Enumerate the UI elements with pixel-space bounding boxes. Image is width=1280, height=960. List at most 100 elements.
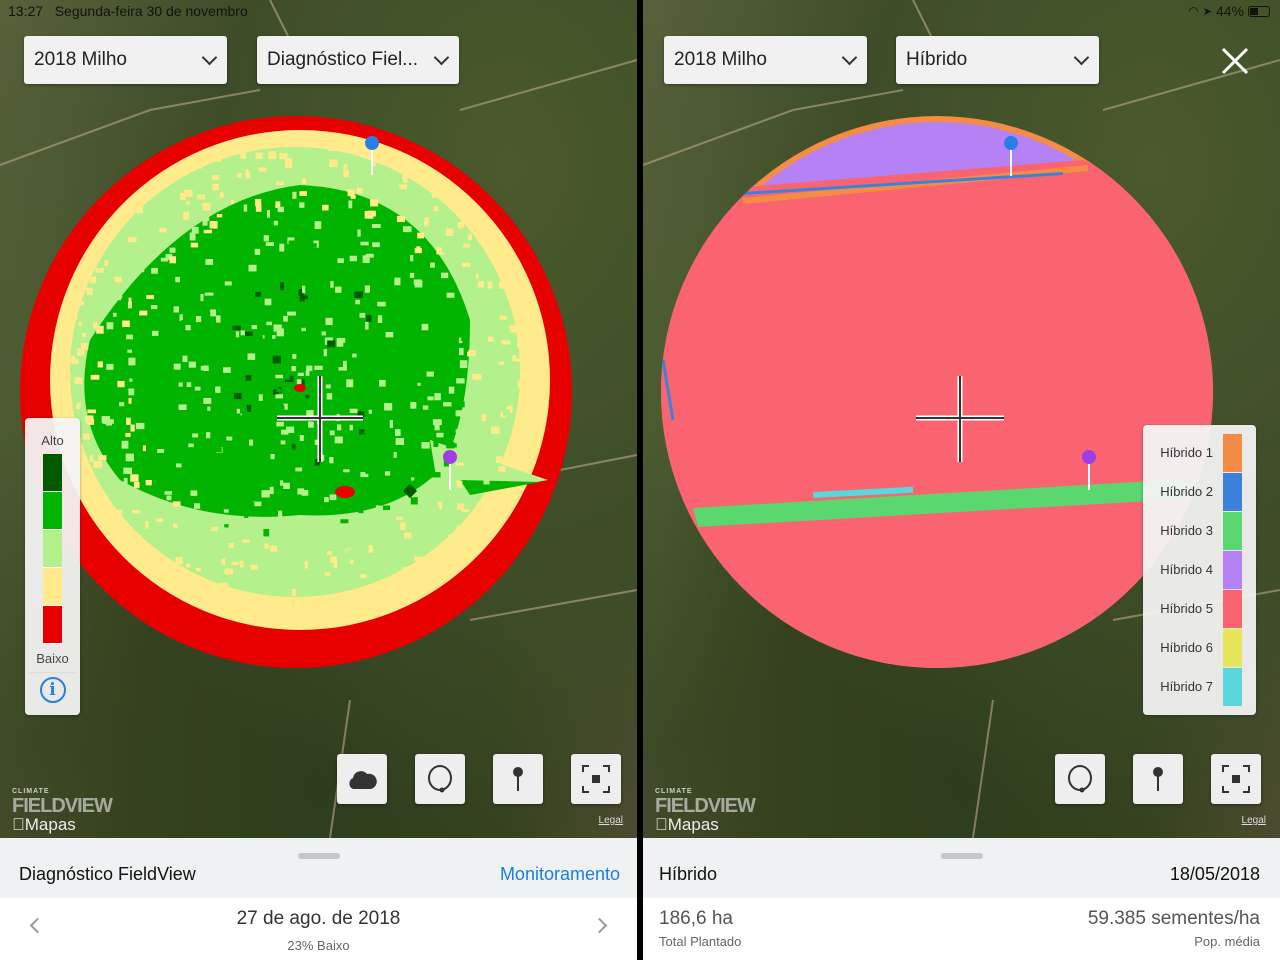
heatmap-cell: [299, 191, 307, 197]
heatmap-cell: [133, 481, 140, 489]
heatmap-cell: [131, 509, 141, 514]
heatmap-cell: [117, 380, 125, 388]
heatmap-cell: [275, 201, 281, 209]
imagery-date: 27 de ago. de 2018: [236, 908, 401, 929]
heatmap-cell: [406, 411, 412, 419]
heatmap-cell: [432, 306, 437, 312]
heatmap-cell: [308, 247, 318, 252]
heatmap-cell: [180, 434, 186, 442]
drop-pin-button[interactable]: [1133, 754, 1183, 804]
heatmap-cell: [335, 581, 341, 587]
satellite-map[interactable]: [0, 0, 637, 838]
heatmap-cell: [215, 386, 221, 393]
heatmap-cell: [467, 349, 476, 357]
heatmap-cell: [422, 269, 427, 276]
heatmap-cell: [191, 463, 197, 472]
heatmap-cell: [475, 274, 479, 279]
season-dropdown[interactable]: 2018 Milho: [24, 36, 227, 84]
heatmap-cell: [109, 419, 114, 424]
heatmap-cell: [389, 393, 396, 398]
heatmap-cell: [357, 229, 361, 237]
heatmap-cell: [232, 516, 241, 525]
heatmap-cell: [275, 374, 284, 379]
legend-swatch: [1223, 472, 1242, 511]
heatmap-cell: [360, 241, 369, 246]
heatmap-cell: [240, 152, 247, 159]
map-pin-purple[interactable]: [443, 450, 457, 490]
legend-label: Híbrido 7: [1160, 679, 1213, 694]
legal-link[interactable]: Legal: [598, 815, 623, 826]
battery-icon: [1248, 5, 1270, 17]
sheet-title: Diagnóstico FieldView: [19, 864, 196, 884]
heatmap-cell: [379, 379, 386, 387]
zone-hibrido-3: [693, 478, 1203, 527]
sheet-grabber[interactable]: [940, 853, 983, 859]
heatmap-cell: [182, 444, 186, 448]
heatmap-cell: [211, 526, 218, 532]
heatmap-cell: [198, 417, 206, 421]
satellite-map[interactable]: [643, 0, 1280, 838]
info-icon[interactable]: i: [39, 677, 66, 703]
heatmap-cell: [385, 285, 393, 292]
layer-dropdown[interactable]: Híbrido: [896, 36, 1099, 84]
heatmap-cell: [419, 489, 427, 494]
heatmap-cell: [395, 438, 405, 445]
heatmap-cell: [188, 581, 194, 587]
heatmap-cell: [86, 287, 93, 295]
heatmap-cell: [403, 288, 410, 292]
heatmap-cell: [264, 298, 272, 306]
heatmap-cell: [362, 255, 370, 263]
season-dropdown[interactable]: 2018 Milho: [664, 36, 867, 84]
legend-high-label: Alto: [41, 433, 64, 448]
yield-legend: Alto Baixo i: [25, 418, 80, 715]
heatmap-cell: [305, 167, 310, 174]
heatmap-cell: [371, 256, 380, 263]
heatmap-cell: [247, 353, 256, 360]
heatmap-cell: [380, 195, 387, 200]
heatmap-cell: [495, 508, 504, 515]
heatmap-cell: [126, 334, 134, 340]
map-pin-blue[interactable]: [1004, 136, 1018, 176]
layer-dropdown[interactable]: Diagnóstico Fiel...: [257, 36, 459, 84]
recenter-button[interactable]: [1211, 754, 1261, 804]
heatmap-cell: [123, 538, 131, 545]
heatmap-cell: [483, 478, 490, 485]
heatmap-cell: [309, 221, 313, 228]
heatmap-cell: [435, 571, 443, 576]
heatmap-cell: [430, 262, 435, 268]
heatmap-cell: [354, 226, 358, 234]
weather-button[interactable]: [337, 754, 387, 804]
heatmap-cell: [228, 543, 234, 548]
heatmap-cell: [251, 325, 258, 330]
monitoring-link[interactable]: Monitoramento: [499, 864, 620, 884]
heatmap-cell: [498, 281, 506, 289]
heatmap-cell: [471, 469, 478, 474]
close-icon[interactable]: [1220, 46, 1250, 76]
map-pin-blue[interactable]: [365, 136, 379, 175]
heatmap-cell: [377, 315, 383, 323]
heatmap-cell: [352, 353, 357, 358]
heatmap-cell: [523, 404, 528, 413]
map-pin-purple[interactable]: [1082, 450, 1096, 490]
heatmap-cell: [510, 294, 519, 301]
heatmap-cell: [277, 405, 285, 411]
recenter-button[interactable]: [571, 754, 621, 804]
heatmap-cell: [377, 301, 386, 307]
heatmap-cell: [62, 372, 71, 379]
heatmap-cell: [119, 402, 125, 407]
lasso-button[interactable]: [415, 754, 465, 804]
heatmap-cell: [249, 573, 255, 578]
legal-link[interactable]: Legal: [1241, 815, 1266, 826]
heatmap-cell: [192, 433, 199, 438]
heatmap-cell: [402, 226, 412, 233]
heatmap-cell: [296, 379, 302, 385]
sheet-grabber[interactable]: [297, 853, 340, 859]
heatmap-cell: [113, 312, 117, 317]
heatmap-cell: [343, 603, 349, 607]
lasso-icon: [428, 765, 452, 793]
lasso-button[interactable]: [1055, 754, 1105, 804]
drop-pin-button[interactable]: [493, 754, 543, 804]
heatmap-cell: [436, 247, 446, 255]
heatmap-cell: [326, 563, 333, 571]
